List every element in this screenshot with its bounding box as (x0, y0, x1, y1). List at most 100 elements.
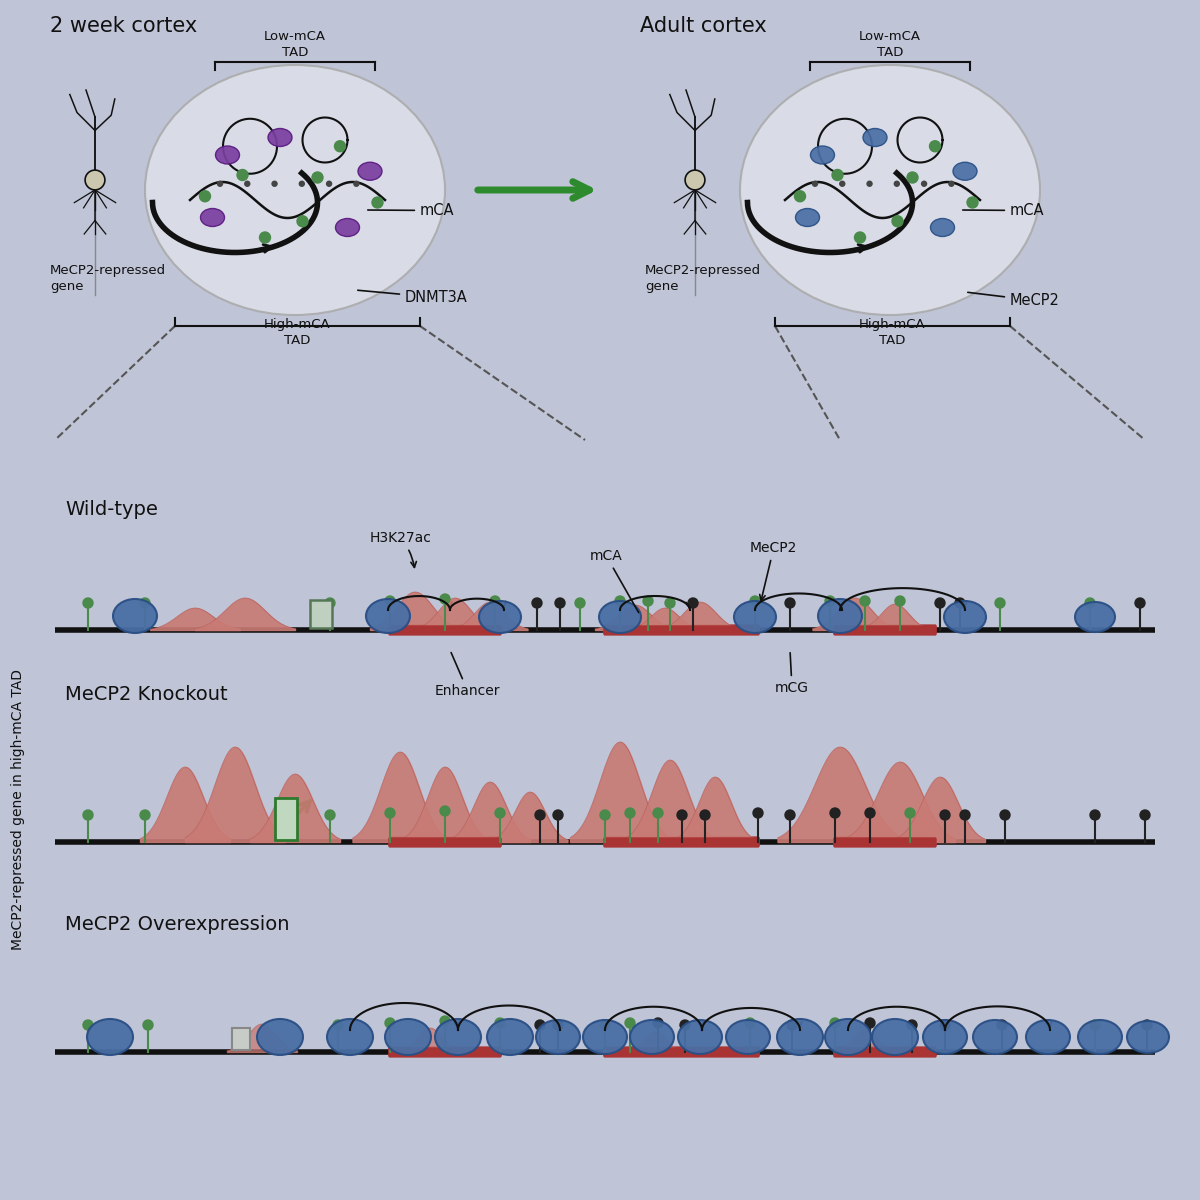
Circle shape (335, 140, 346, 151)
Circle shape (535, 810, 545, 820)
Circle shape (299, 181, 305, 186)
Text: MeCP2-repressed gene in high-mCA TAD: MeCP2-repressed gene in high-mCA TAD (11, 670, 25, 950)
Ellipse shape (257, 1019, 302, 1055)
Circle shape (754, 808, 763, 818)
Circle shape (653, 808, 662, 818)
Circle shape (600, 1020, 610, 1030)
Circle shape (259, 232, 270, 242)
Ellipse shape (145, 65, 445, 314)
Circle shape (1142, 1020, 1152, 1030)
Circle shape (935, 598, 946, 608)
FancyBboxPatch shape (834, 838, 936, 847)
Circle shape (997, 1020, 1007, 1030)
Ellipse shape (326, 1019, 373, 1055)
Circle shape (625, 1018, 635, 1028)
Circle shape (238, 169, 248, 180)
Circle shape (865, 808, 875, 818)
Text: 2 week cortex: 2 week cortex (50, 16, 197, 36)
Ellipse shape (436, 1019, 481, 1055)
Ellipse shape (487, 1019, 533, 1055)
Text: Enhancer: Enhancer (436, 653, 500, 698)
Circle shape (892, 216, 904, 227)
Circle shape (685, 170, 704, 190)
Circle shape (940, 1020, 950, 1030)
Circle shape (325, 810, 335, 820)
Text: High-mCA
TAD: High-mCA TAD (859, 318, 925, 347)
Circle shape (85, 170, 104, 190)
Circle shape (553, 810, 563, 820)
Ellipse shape (536, 1020, 580, 1054)
Circle shape (830, 1018, 840, 1028)
Ellipse shape (872, 1019, 918, 1055)
Circle shape (677, 810, 686, 820)
Bar (275, 798, 298, 840)
Circle shape (905, 808, 916, 818)
Ellipse shape (1127, 1021, 1169, 1054)
Circle shape (787, 1020, 797, 1030)
Circle shape (1085, 598, 1096, 608)
FancyBboxPatch shape (604, 1048, 760, 1056)
Circle shape (140, 810, 150, 820)
Ellipse shape (113, 599, 157, 634)
Circle shape (490, 596, 500, 606)
Circle shape (440, 806, 450, 816)
Circle shape (868, 181, 872, 186)
Circle shape (949, 181, 954, 186)
Circle shape (575, 598, 586, 608)
Circle shape (894, 181, 899, 186)
Text: mCG: mCG (775, 653, 809, 695)
Circle shape (995, 598, 1006, 608)
Ellipse shape (385, 1019, 431, 1055)
Ellipse shape (944, 601, 986, 634)
Ellipse shape (796, 209, 820, 227)
Text: Adult cortex: Adult cortex (640, 16, 767, 36)
Circle shape (312, 172, 323, 182)
Text: Low-mCA
TAD: Low-mCA TAD (264, 30, 326, 59)
Ellipse shape (818, 599, 862, 634)
Circle shape (354, 181, 359, 186)
Circle shape (298, 216, 308, 227)
Circle shape (143, 1020, 154, 1030)
Circle shape (535, 1020, 545, 1030)
Circle shape (440, 594, 450, 604)
Ellipse shape (216, 146, 240, 164)
FancyBboxPatch shape (834, 625, 936, 635)
Ellipse shape (923, 1020, 967, 1054)
Circle shape (553, 1020, 563, 1030)
Circle shape (832, 169, 842, 180)
Circle shape (960, 810, 970, 820)
Circle shape (616, 596, 625, 606)
Ellipse shape (810, 146, 834, 164)
Circle shape (326, 181, 331, 186)
Circle shape (385, 1018, 395, 1028)
Ellipse shape (583, 1020, 628, 1054)
Ellipse shape (1078, 1020, 1122, 1054)
FancyBboxPatch shape (389, 1048, 502, 1056)
Ellipse shape (973, 1020, 1018, 1054)
FancyBboxPatch shape (834, 1048, 936, 1056)
Text: DNMT3A: DNMT3A (358, 290, 468, 305)
Circle shape (532, 598, 542, 608)
Circle shape (83, 598, 94, 608)
FancyBboxPatch shape (389, 838, 502, 846)
Circle shape (700, 810, 710, 820)
Ellipse shape (630, 1020, 674, 1054)
Text: Low-mCA
TAD: Low-mCA TAD (859, 30, 922, 59)
FancyBboxPatch shape (389, 1046, 502, 1057)
Circle shape (812, 181, 817, 186)
Bar (232, 1028, 250, 1050)
FancyBboxPatch shape (389, 625, 502, 635)
Circle shape (907, 172, 918, 182)
Circle shape (385, 596, 395, 606)
Circle shape (1090, 810, 1100, 820)
Ellipse shape (88, 1019, 133, 1055)
FancyBboxPatch shape (604, 838, 760, 846)
Ellipse shape (826, 1019, 871, 1055)
Text: H3K27ac: H3K27ac (370, 530, 432, 568)
Circle shape (794, 191, 805, 202)
Ellipse shape (734, 601, 776, 634)
FancyBboxPatch shape (604, 626, 760, 634)
FancyBboxPatch shape (834, 838, 936, 846)
Text: MeCP2-repressed
gene: MeCP2-repressed gene (50, 264, 166, 293)
Ellipse shape (336, 218, 360, 236)
